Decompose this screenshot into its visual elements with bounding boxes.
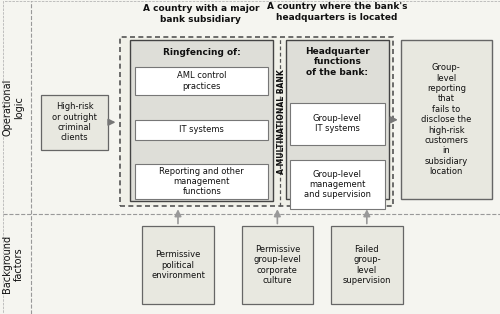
Text: Group-level
management
and supervision: Group-level management and supervision [304,170,371,199]
Bar [242,226,313,304]
Bar [142,226,214,304]
Text: Group-level
IT systems: Group-level IT systems [313,114,362,133]
Bar [130,40,274,202]
Text: Reporting and other
management
functions: Reporting and other management functions [160,167,244,197]
Bar [290,103,384,145]
Text: A country where the bank's
headquarters is located: A country where the bank's headquarters … [267,3,408,22]
Text: A MULTINATIONAL BANK: A MULTINATIONAL BANK [277,69,286,174]
Bar [135,120,268,140]
Text: Permissive
group-level
corporate
culture: Permissive group-level corporate culture [254,245,302,285]
Text: Failed
group-
level
supervision: Failed group- level supervision [342,245,391,285]
Bar [41,95,108,150]
Text: High-risk
or outright
criminal
clients: High-risk or outright criminal clients [52,102,97,142]
Text: AML control
practices: AML control practices [177,71,226,91]
Text: Permissive
political
environment: Permissive political environment [151,250,205,280]
Text: Ringfencing of:: Ringfencing of: [163,47,240,57]
Bar [120,37,392,206]
Text: Operational
logic: Operational logic [2,79,24,137]
Bar [400,40,492,199]
Bar [135,164,268,199]
Bar [290,160,384,209]
Text: Headquarter
functions
of the bank:: Headquarter functions of the bank: [305,47,370,77]
Text: IT systems: IT systems [180,125,224,134]
Text: A country with a major
bank subsidiary: A country with a major bank subsidiary [142,4,259,24]
Bar [135,67,268,95]
Bar [331,226,402,304]
Text: Group-
level
reporting
that
fails to
disclose the
high-risk
customers
in
subsidi: Group- level reporting that fails to dis… [421,63,472,176]
Text: Background
factors: Background factors [2,235,24,293]
Bar [286,40,388,199]
